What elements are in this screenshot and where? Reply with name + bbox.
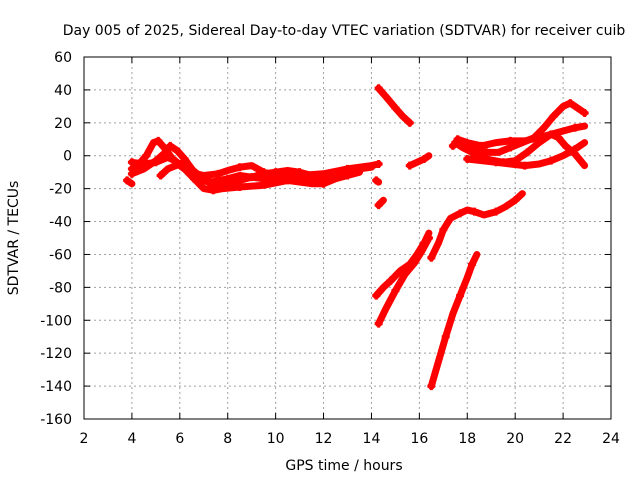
y-tick-label: -100 [40,313,72,329]
data-point [571,123,580,132]
y-tick-label: 60 [54,50,72,66]
data-point [374,84,383,93]
data-point [492,158,501,167]
x-tick-label: 10 [267,431,285,447]
data-point [372,291,381,300]
data-point [209,186,218,195]
data-point [506,136,515,145]
y-tick-label: -80 [49,280,72,296]
data-point [127,169,136,178]
data-point [549,112,558,121]
x-tick-label: 18 [458,431,476,447]
data-point [424,234,433,242]
data-point [180,155,189,164]
data-point [520,161,529,170]
data-point [405,118,414,127]
data-point [468,148,477,157]
data-point [154,136,163,145]
plot-frame [83,56,612,420]
data-point [547,156,556,165]
data-point [571,145,580,154]
data-point [420,155,429,164]
data-point [463,155,472,164]
data-point [259,174,268,183]
chart-title: Day 005 of 2025, Sidereal Day-to-day VTE… [63,23,626,39]
data-point [307,174,316,183]
data-point [482,148,491,157]
data-point [127,158,136,167]
data-point [566,99,575,108]
data-point [151,158,160,167]
y-tick-label: -140 [40,379,72,395]
x-tick-label: 14 [363,431,381,447]
x-tick-label: 16 [410,431,428,447]
data-point [391,104,400,113]
y-tick-label: -40 [49,215,72,231]
data-point [372,176,381,185]
y-tick-label: 20 [54,116,72,132]
y-axis-label: SDTVAR / TECUs [6,181,22,296]
data-point [214,169,223,178]
data-point [511,196,520,205]
data-point [223,174,232,183]
data-point [374,201,383,210]
x-tick-label: 2 [80,431,89,447]
data-point [386,276,395,285]
data-point [156,171,165,180]
x-tick-label: 12 [315,431,333,447]
data-point [470,207,479,216]
data-point [580,108,589,117]
series-layer [123,84,589,391]
axis-ticks: 2 4 6 8 10 12 14 16 18 20 22 246040200-20-40-60-80-… [40,50,620,447]
data-point [374,159,383,168]
series-12 [427,190,526,262]
data-point [441,332,450,341]
data-point [456,291,465,300]
series-9 [406,152,433,170]
data-point [175,159,184,168]
y-tick-label: 0 [63,149,72,165]
data-point [190,174,199,183]
y-tick-label: -120 [40,346,72,362]
y-tick-label: -20 [49,182,72,198]
data-point [235,163,244,172]
y-tick-label: -60 [49,247,72,263]
data-point [427,253,436,262]
data-point [166,141,175,150]
grid-lines [84,57,611,419]
data-point [535,133,544,142]
data-point [123,176,132,185]
x-tick-label: 22 [554,431,572,447]
x-tick-label: 4 [127,431,136,447]
data-point [391,286,400,295]
data-point [523,148,532,157]
data-point [194,171,203,180]
data-point [427,382,436,391]
x-tick-label: 20 [506,431,524,447]
series-11 [375,234,433,328]
data-point [477,141,486,150]
data-point [405,161,414,170]
data-point [554,133,563,142]
y-tick-label: 40 [54,83,72,99]
data-point [235,182,244,191]
x-tick-label: 8 [223,431,232,447]
data-point [410,258,419,267]
data-point [468,260,477,269]
data-point [492,207,501,216]
x-tick-label: 6 [175,431,184,447]
series-17 [463,139,589,170]
x-axis-label: GPS time / hours [285,458,402,474]
data-point [142,151,151,160]
data-point [453,135,462,144]
data-point [439,225,448,234]
data-point [456,209,465,218]
data-point [343,171,352,180]
x-tick-label: 24 [602,431,620,447]
data-point [374,319,383,328]
y-tick-label: -160 [40,412,72,428]
